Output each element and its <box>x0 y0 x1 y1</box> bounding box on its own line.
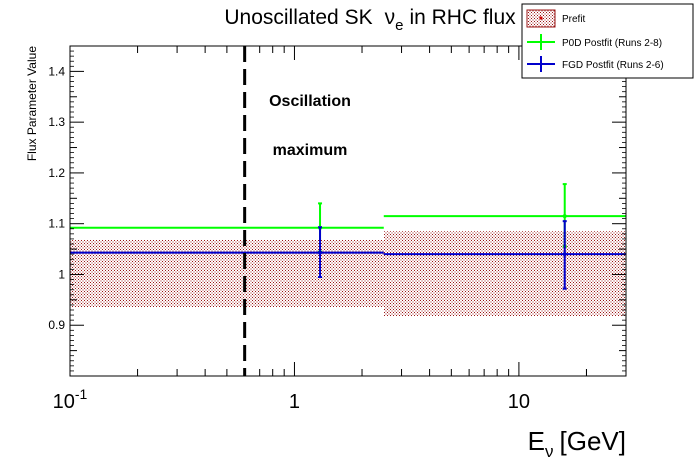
y-tick-label: 1.2 <box>48 166 65 180</box>
x-tick-label: 10-1 <box>53 386 88 413</box>
annotation-maximum: maximum <box>273 142 348 159</box>
annotation-oscillation: Oscillation <box>269 93 351 110</box>
y-tick-label: 1.1 <box>48 217 65 231</box>
fgd-point <box>562 252 567 257</box>
y-tick-label: 0.9 <box>48 318 65 332</box>
fgd-point <box>318 250 323 255</box>
legend-prefit-label: Prefit <box>562 14 586 25</box>
legend-fgd-label: FGD Postfit (Runs 2-6) <box>562 60 664 71</box>
prefit-band-bin <box>70 239 384 308</box>
legend-prefit-marker <box>539 16 543 20</box>
y-axis-ticks: 0.9 1 1.1 1.2 1.3 1.4 <box>48 45 626 377</box>
prefit-band-bin <box>383 231 626 317</box>
x-tick-label: 10 <box>508 391 530 413</box>
postfit-series <box>70 183 626 290</box>
plot-frame <box>69 45 627 377</box>
y-tick-label: 1 <box>58 267 65 281</box>
y-tick-label: 1.4 <box>48 64 65 78</box>
x-axis-ticks: 10-1 1 10 <box>53 46 627 413</box>
x-axis-label: Eν [GeV] <box>528 426 626 461</box>
legend-p0d-label: P0D Postfit (Runs 2-8) <box>562 38 662 49</box>
y-tick-label: 1.3 <box>48 115 65 129</box>
y-axis-label: Flux Parameter Value <box>25 46 39 161</box>
legend: Prefit P0D Postfit (Runs 2-8) FGD Postfi… <box>521 3 694 79</box>
plot-frame-rect <box>69 45 627 377</box>
p0d-point <box>562 214 567 219</box>
chart-title: Unoscillated SK νe in RHC flux <box>224 6 516 34</box>
prefit-band <box>70 231 626 317</box>
x-tick-label: 1 <box>289 391 300 413</box>
